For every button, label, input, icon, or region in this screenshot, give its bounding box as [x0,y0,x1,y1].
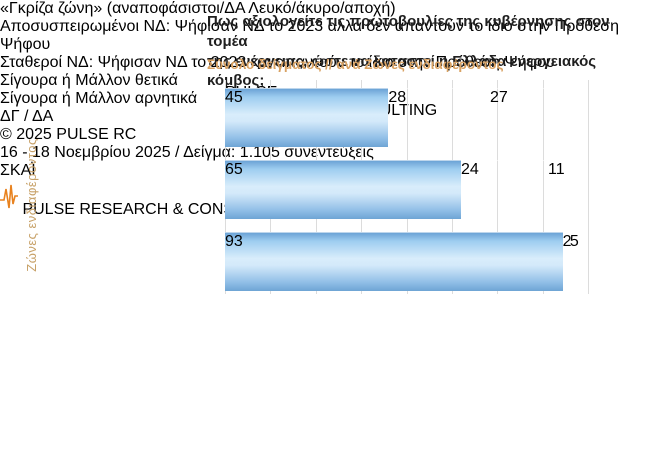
chart-title: Πως αξιολογείτε τις πρωτοβουλίες της κυβ… [207,13,610,90]
bar-row-detached-nd: 65 24 11 [225,160,588,219]
value-label: 27 [489,89,508,106]
skai-logo: ΣΚΑΪ [0,162,650,180]
value-label: 11 [548,161,565,178]
value-label: 93 [225,233,243,250]
segment-positive: 45 [225,88,389,147]
value-label: 24 [460,161,479,178]
zones-axis-title: Ζώνες ενδιαφέροντος [24,138,39,272]
value-label: 45 [225,89,243,106]
segment-positive: 65 [225,160,461,219]
value-label: 5 [569,233,579,250]
category-label-grey-zone: «Γκρίζα ζώνη» (αναποφάσιστοι/ΔΑ Λευκό/άκ… [0,0,396,17]
fieldwork-note: 16 - 18 Νοεμβρίου 2025 / Δείγμα: 1.105 σ… [0,144,374,161]
copyright-note: © 2025 PULSE RC [0,126,137,143]
category-label-stable-nd: Σταθεροί ΝΔ: Ψήφισαν ΝΔ το 2023 και απαν… [0,54,555,71]
segment-negative: 24 [460,160,549,219]
segment-negative: 28 [388,88,490,147]
segment-dkda: 5 [569,232,588,291]
legend-label-negative: Σίγουρα ή Μάλλον αρνητικά [0,90,198,107]
segment-dkda: 27 [489,88,588,147]
value-label: 2 [562,233,572,250]
segment-positive: 93 [225,232,563,291]
value-label: 28 [388,89,407,106]
stacked-bar-chart: 45 28 27 65 24 11 93 2 [225,80,589,294]
pulse-logo-text: PULSE [22,201,75,218]
bar-row-stable-nd: 93 2 5 [225,232,588,291]
chart-subtitle: Σύνολο δείγματος // ανά Ζώνες ενδιαφέρον… [207,57,504,72]
value-label: 65 [225,161,243,178]
bar-row-grey-zone: 45 28 27 [225,88,588,147]
legend-label-dkda: ΔΓ / ΔΑ [0,108,54,125]
segment-dkda: 11 [548,160,588,219]
legend-label-positive: Σίγουρα ή Μάλλον θετικά [0,72,178,89]
pulse-waveform-icon [0,184,22,218]
category-label-detached-nd: Αποσυσπειρωμένοι ΝΔ: Ψήφισαν ΝΔ το 2023 … [0,18,620,53]
skai-logo-text: ΣΚΑΪ [0,162,36,179]
segment-negative: 2 [562,232,572,291]
